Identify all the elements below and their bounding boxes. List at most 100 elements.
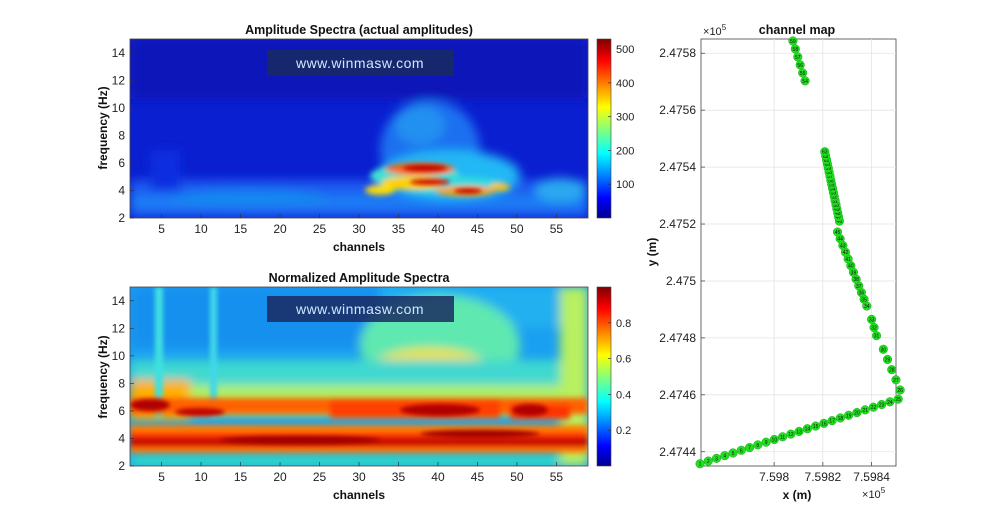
watermark-a: www.winmasw.com <box>267 50 454 76</box>
channel-point-label: 60 <box>825 162 831 168</box>
heatmap-b-xlabel: channels <box>333 488 385 502</box>
channel-point-label: 12 <box>788 432 794 438</box>
channel-point-label: 26 <box>897 388 903 394</box>
channel-point-label: 51 <box>832 199 838 205</box>
channel-point-label: 16 <box>821 421 827 427</box>
channel-point-label: 19 <box>846 413 852 419</box>
x-tick-label: 10 <box>194 222 208 236</box>
heatmap-a-title: Amplitude Spectra (actual amplitudes) <box>245 23 473 37</box>
watermark-b-text: www.winmasw.com <box>295 301 424 317</box>
channel-point-label: 18 <box>838 416 844 422</box>
channel-map-x-multiplier: ×105 <box>862 486 886 501</box>
channel-point-label: 21 <box>862 408 868 414</box>
svg-text:×105: ×105 <box>862 486 886 501</box>
x-tick-label: 45 <box>471 222 485 236</box>
channel-point-label: 54 <box>802 79 808 85</box>
channel-point <box>753 440 763 450</box>
x-tick-label: 30 <box>352 470 366 484</box>
colorbar-tick-label: 200 <box>616 145 634 157</box>
channel-point-label: 5 <box>732 451 735 457</box>
channel-map-points: 1 2 3 4 5 6 7 8 9 10 11 12 13 14 15 16 17 18 19 20 21 22 23 24 2… <box>695 36 905 469</box>
x-tick-label: 10 <box>194 470 208 484</box>
x-tick-label: 40 <box>431 222 445 236</box>
colorbar-tick-label: 400 <box>616 78 634 90</box>
channel-point-label: 54 <box>830 187 836 193</box>
channel-point <box>891 375 901 385</box>
channel-point-label: 32 <box>871 326 877 332</box>
channel-point-label: 15 <box>813 424 819 430</box>
channel-point-label: 46 <box>837 219 843 225</box>
channel-point <box>860 405 870 415</box>
x-tick-label: 20 <box>273 470 287 484</box>
channel-point-label: 28 <box>889 368 895 374</box>
x-tick-label: 50 <box>510 222 524 236</box>
channel-point-label: 23 <box>879 402 885 408</box>
channel-point-label: 44 <box>837 237 843 243</box>
channel-point <box>867 314 877 324</box>
channel-point-label: 52 <box>832 195 838 201</box>
channel-point-label: 47 <box>836 215 842 221</box>
channel-point-label: 14 <box>805 427 811 433</box>
heatmap-b-ylabel: frequency (Hz) <box>96 335 110 418</box>
channel-point <box>778 432 788 442</box>
y-tick-label: 2.4756 <box>659 103 696 117</box>
channel-point-label: 25 <box>895 397 901 403</box>
colorbar-tick-label: 0.2 <box>616 425 631 437</box>
y-tick-label: 14 <box>112 46 126 60</box>
x-tick-label: 5 <box>158 470 165 484</box>
channel-point-label: 43 <box>840 243 846 249</box>
channel-point-label: 45 <box>835 230 841 236</box>
colorbar-tick-label: 0.8 <box>616 318 631 330</box>
channel-point-label: 35 <box>861 297 867 303</box>
y-multiplier-base: 10 <box>709 26 721 38</box>
colorbar-b-ticks: 0.2 0.4 0.6 0.8 <box>608 318 631 437</box>
channel-point <box>788 36 798 46</box>
channel-point-label: 41 <box>845 257 851 263</box>
y-tick-label: 2 <box>118 459 125 473</box>
channel-point-label: 61 <box>824 158 830 164</box>
colorbar-b <box>596 286 612 467</box>
channel-point-label: 3 <box>715 456 718 462</box>
x-tick-label: 7.598 <box>759 470 789 484</box>
channel-point-label: 1 <box>699 462 702 468</box>
y-tick-label: 14 <box>112 294 126 308</box>
colorbar-tick-label: 0.4 <box>616 389 631 401</box>
channel-point <box>868 402 878 412</box>
channel-point <box>895 385 905 395</box>
colorbar-a <box>596 38 612 219</box>
channel-point-label: 20 <box>854 411 860 417</box>
x-tick-label: 25 <box>313 222 327 236</box>
channel-point <box>844 410 854 420</box>
channel-point <box>887 365 897 375</box>
channel-point <box>761 437 771 447</box>
y-tick-label: 6 <box>118 156 125 170</box>
channel-point <box>794 426 804 436</box>
channel-point-label: 39 <box>851 270 857 276</box>
x-tick-label: 7.5982 <box>805 470 842 484</box>
channel-point-label: 30 <box>881 347 887 353</box>
heatmap-b-title: Normalized Amplitude Spectra <box>269 271 451 285</box>
channel-point-label: 33 <box>869 317 875 323</box>
x-tick-label: 35 <box>392 470 406 484</box>
y-tick-label: 2.4748 <box>659 331 696 345</box>
channel-point-label: 27 <box>893 378 899 384</box>
x-tick-label: 15 <box>234 470 248 484</box>
y-tick-label: 10 <box>112 101 126 115</box>
colorbar-tick-label: 100 <box>616 179 634 191</box>
y-tick-label: 2.4754 <box>659 160 696 174</box>
channel-point <box>885 397 895 407</box>
channel-point-label: 8 <box>756 443 759 449</box>
channel-point <box>819 418 829 428</box>
channel-point-label: 13 <box>796 429 802 435</box>
channel-point-label: 31 <box>874 334 880 340</box>
colorbar-tick-label: 0.6 <box>616 354 631 366</box>
channel-point-label: 29 <box>885 357 891 363</box>
colorbar-a-ticks: 100 200 300 400 500 <box>608 44 634 191</box>
y-multiplier-exp: 5 <box>722 23 727 32</box>
channel-point-label: 37 <box>856 284 862 290</box>
channel-point <box>711 453 722 463</box>
x-tick-label: 55 <box>550 222 564 236</box>
channel-point-label: 56 <box>797 63 803 69</box>
heatmap-a-ylabel: frequency (Hz) <box>96 86 110 169</box>
